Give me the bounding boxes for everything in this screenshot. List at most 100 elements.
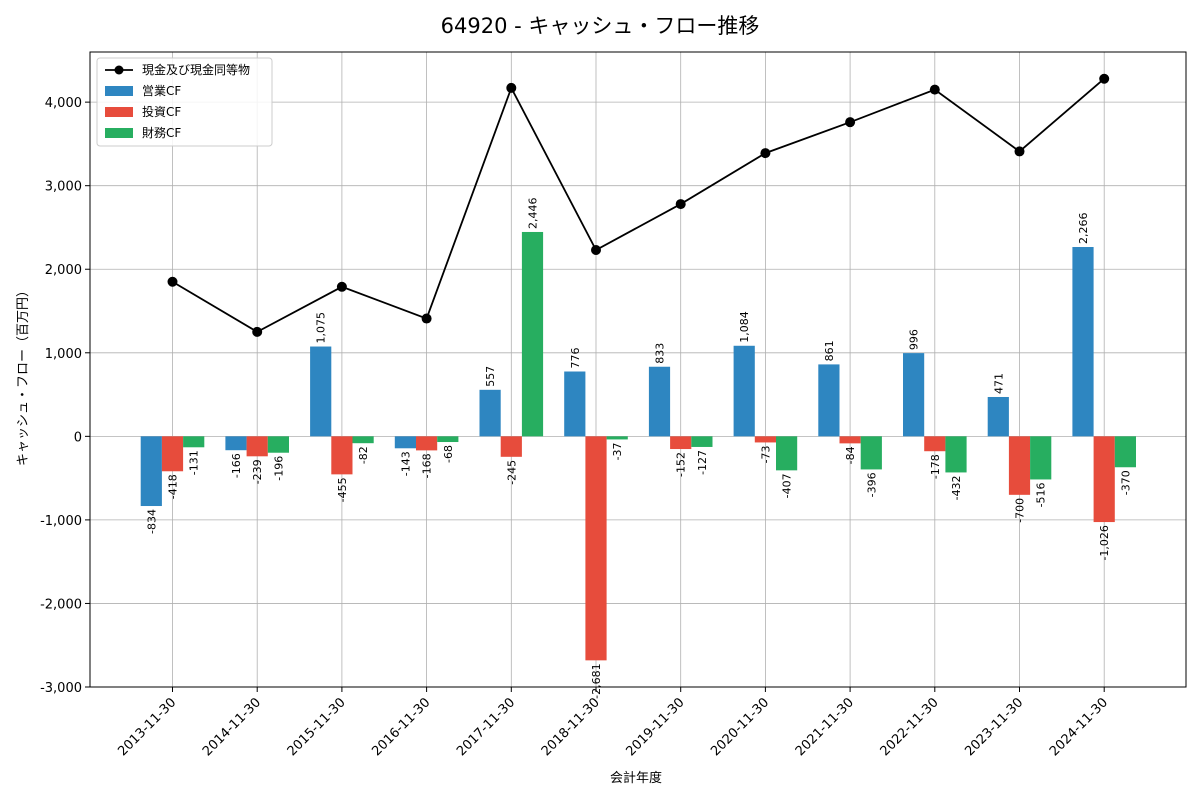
bar-operating [733,345,755,437]
bar-value-label: -407 [781,473,794,498]
cash-line-point [1099,73,1110,84]
bar-financing [183,436,205,448]
bar-operating [564,371,586,437]
bar-investing [670,436,692,450]
bar-financing [521,231,544,437]
bar-investing [331,436,353,475]
legend-color-swatch [105,86,133,96]
bar-value-label: -143 [399,451,412,476]
x-tick-label: 2013-11-30 [115,695,179,759]
bar-investing [246,436,268,457]
legend-label: 営業CF [142,84,181,98]
x-tick-label: 2020-11-30 [708,695,772,759]
bar-investing [754,436,776,443]
bar-investing [585,436,607,661]
bar-financing [945,436,967,473]
bar-investing [500,436,522,457]
bar-operating [648,366,671,437]
cash-line-point [506,82,517,93]
x-tick-label: 2014-11-30 [200,695,264,759]
cash-line-point [845,117,856,128]
bar-value-label: -166 [230,453,243,478]
y-tick-label: -2,000 [40,597,82,612]
bar-operating [479,389,501,437]
bar-investing [161,436,184,472]
cash-line-point [591,245,601,256]
x-tick-label: 2018-11-30 [539,695,603,759]
chart-title: 64920 - キャッシュ・フロー推移 [441,14,760,38]
bar-value-label: -700 [1014,498,1027,523]
bar-value-label: -239 [251,459,264,484]
cash-line-point [167,276,178,287]
x-axis-label: 会計年度 [610,770,662,786]
bar-value-label: -37 [611,442,624,460]
bar-financing [606,436,628,440]
y-tick-label: -3,000 [40,681,82,696]
bar-investing [924,436,946,452]
bar-financing [1030,436,1052,480]
bar-operating [987,396,1009,437]
cash-line-point [929,84,940,95]
bar-value-label: -68 [442,445,455,463]
bar-value-label: -2,681 [590,663,603,698]
bar-operating [903,353,925,437]
bar-value-label: -834 [145,509,158,534]
bar-value-label: -73 [759,445,772,463]
bar-value-label: -396 [865,472,878,497]
x-tick-label: 2022-11-30 [878,695,942,759]
x-tick-label: 2017-11-30 [454,695,518,759]
bar-value-label: 833 [654,343,667,364]
bar-operating [310,346,332,437]
cash-line-point [336,281,347,292]
x-tick-label: 2019-11-30 [623,695,687,759]
bar-value-label: -82 [357,446,370,464]
y-tick-label: 3,000 [45,180,82,195]
bar-financing [860,436,882,470]
y-tick-label: 1,000 [45,347,82,362]
bar-value-label: 557 [484,366,497,387]
bar-financing [352,436,374,444]
bar-operating [818,364,840,437]
bar-value-label: 1,075 [315,312,328,344]
bar-value-label: -152 [675,452,688,477]
legend-color-swatch [105,107,133,117]
y-tick-label: 4,000 [45,96,82,111]
bar-value-label: -127 [696,450,709,475]
cash-line-point [760,148,771,159]
bar-investing [416,436,438,451]
bar-value-label: -370 [1119,470,1132,495]
bar-value-label: 2,266 [1077,213,1090,245]
bar-value-label: -131 [188,450,201,475]
bar-value-label: -516 [1035,482,1048,507]
x-tick-label: 2024-11-30 [1047,695,1111,759]
bar-investing [839,436,861,444]
bar-value-label: 2,446 [527,197,540,229]
bar-financing [267,436,289,453]
bar-value-label: 1,084 [738,311,751,343]
y-tick-label: -1,000 [40,514,82,529]
cash-line-point [252,326,263,337]
bar-financing [776,436,798,471]
x-tick-label: 2021-11-30 [793,695,857,759]
bar-financing [691,436,713,447]
cash-line-point [1014,146,1025,157]
bar-value-label: -432 [950,475,963,500]
cash-line-point [421,313,432,324]
bar-value-label: -1,026 [1098,525,1111,560]
bar-value-label: -168 [421,453,434,478]
bar-value-label: -418 [167,474,180,499]
bar-value-label: 861 [823,340,836,361]
legend-marker-swatch [114,65,124,75]
y-tick-label: 0 [74,430,82,445]
bar-investing [1008,436,1031,495]
bar-financing [437,436,459,443]
bar-value-label: -455 [336,477,349,502]
bar-operating [225,436,247,451]
bar-financing [1114,436,1136,468]
x-tick-label: 2016-11-30 [369,695,433,759]
legend-box [96,57,273,147]
bars [140,231,1136,661]
cash-line-path [172,78,1105,333]
